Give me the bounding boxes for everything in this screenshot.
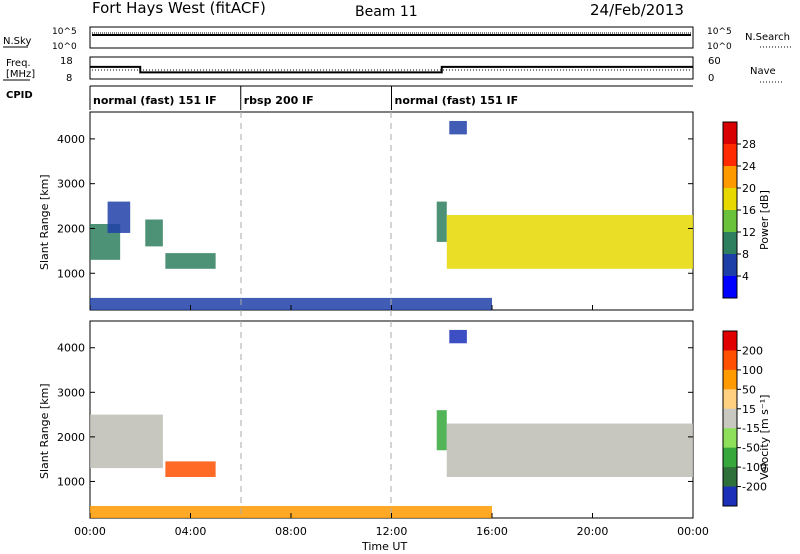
colorbar-cell [723, 467, 737, 488]
colorbar-cell [723, 350, 737, 371]
echo-region [436, 201, 447, 242]
freq-trace [90, 65, 693, 74]
nsky-panel [89, 26, 694, 49]
cpid-segments: normal (fast) 151 IF rbsp 200 IF normal (f… [93, 86, 518, 110]
colorbar-tick-label: 24 [742, 160, 756, 173]
power-ylabel: Slant Range [km] [38, 174, 51, 270]
velocity-panel [89, 320, 694, 519]
ytick-label: 2000 [57, 222, 85, 235]
colorbar-frame [722, 330, 738, 507]
echo-region [449, 329, 467, 344]
nsearch-tick-bottom: 10^0 [707, 42, 732, 52]
power-colorbar: 28 24 20 16 12 8 4 [722, 121, 756, 299]
beam-label: Beam 11 [355, 4, 418, 20]
ytick-label: 3000 [57, 386, 85, 399]
freq-panel [89, 56, 694, 80]
colorbar-cell [723, 166, 737, 189]
colorbar-tick-label: -200 [742, 481, 767, 494]
echo-region [90, 414, 163, 469]
xtick-label: 00:00 [74, 525, 106, 538]
colorbar-cell [723, 428, 737, 449]
plot-title: Fort Hays West (fitACF) [92, 0, 266, 17]
cpid-segment-label: normal (fast) 151 IF [395, 94, 519, 107]
nave-label: Nave [750, 66, 776, 77]
colorbar-cell [723, 331, 737, 351]
xtick-label: 20:00 [577, 525, 609, 538]
nsky-label: N.Sky [3, 36, 31, 47]
colorbar-cell [723, 276, 737, 299]
colorbar-cell [723, 122, 737, 145]
ytick-label: 3000 [57, 178, 85, 191]
colorbar-tick-label: 4 [742, 270, 749, 283]
velocity-colorbar: 200 100 50 15 -15 -50 -100 -200 [722, 330, 767, 507]
power-regions [90, 120, 693, 310]
colorbar-cell [723, 232, 737, 255]
freq-step-line [90, 65, 693, 74]
colorbar-tick-label: 12 [742, 226, 756, 239]
freq-tick-top: 18 [60, 56, 73, 67]
xtick-label: 16:00 [476, 525, 508, 538]
velocity-ylabel: Slant Range [km] [38, 383, 51, 479]
echo-region [436, 410, 447, 451]
echo-region [165, 461, 216, 477]
nsky-tick-bottom: 10^0 [52, 42, 77, 52]
velocity-cbar-label: Velocity [m s⁻¹] [758, 395, 771, 480]
ytick-label: 2000 [57, 431, 85, 444]
nave-tick-top: 60 [708, 56, 721, 67]
echo-region [145, 219, 163, 247]
echo-region [446, 215, 693, 269]
colorbar-cell [723, 447, 737, 468]
colorbar-tick-label: 28 [742, 138, 756, 151]
cpid-segment-label: rbsp 200 IF [244, 94, 314, 107]
nsearch-tick-top: 10^5 [707, 27, 732, 37]
colorbar-tick-label: 200 [742, 344, 763, 357]
colorbar-tick-label: 8 [742, 248, 749, 261]
echo-region [446, 423, 693, 477]
freq-label-2: [MHz] [6, 69, 35, 80]
ytick-label: 4000 [57, 342, 85, 355]
power-yticks: 1000 2000 3000 4000 [57, 133, 693, 280]
time-axis-ticks: 00:00 04:00 08:00 12:00 16:00 20:00 00:00 [74, 305, 709, 538]
colorbar-cell [723, 486, 737, 507]
colorbar-tick-label: -100 [742, 461, 767, 474]
colorbar-tick-label: 100 [742, 364, 763, 377]
colorbar-tick-label: 50 [742, 383, 756, 396]
cpid-segment-label: normal (fast) 151 IF [93, 94, 217, 107]
ytick-label: 4000 [57, 133, 85, 146]
colorbar-cell [723, 144, 737, 167]
freq-label-1: Freq. [6, 58, 31, 69]
freq-tick-bottom: 8 [66, 73, 72, 84]
cpid-label: CPID [6, 90, 33, 101]
xtick-label: 00:00 [677, 525, 709, 538]
colorbar-tick-label: 20 [742, 182, 756, 195]
colorbar-tick-label: 15 [742, 403, 756, 416]
ytick-label: 1000 [57, 267, 85, 280]
colorbar-cell [723, 389, 737, 410]
velocity-yticks: 1000 2000 3000 4000 [57, 342, 693, 488]
ytick-label: 1000 [57, 475, 85, 488]
echo-region [449, 120, 467, 135]
nsearch-label: N.Search [745, 32, 790, 43]
nsky-tick-top: 10^5 [52, 27, 77, 37]
date-label: 24/Feb/2013 [590, 1, 684, 19]
colorbar-tick-label: -15 [742, 422, 760, 435]
xtick-label: 12:00 [376, 525, 408, 538]
xtick-label: 08:00 [275, 525, 307, 538]
power-cbar-label: Power [dB] [758, 190, 771, 250]
colorbar-cell [723, 254, 737, 277]
echo-region [107, 201, 131, 233]
colorbar-cell [723, 188, 737, 211]
time-axis-label: Time UT [361, 540, 407, 553]
nave-tick-bottom: 0 [708, 73, 714, 84]
colorbar-tick-label: -50 [742, 442, 760, 455]
xtick-label: 04:00 [175, 525, 207, 538]
colorbar-cell [723, 210, 737, 233]
colorbar-cell [723, 369, 737, 390]
echo-region [165, 253, 216, 269]
colorbar-tick-label: 16 [742, 204, 756, 217]
colorbar-cell [723, 408, 737, 429]
